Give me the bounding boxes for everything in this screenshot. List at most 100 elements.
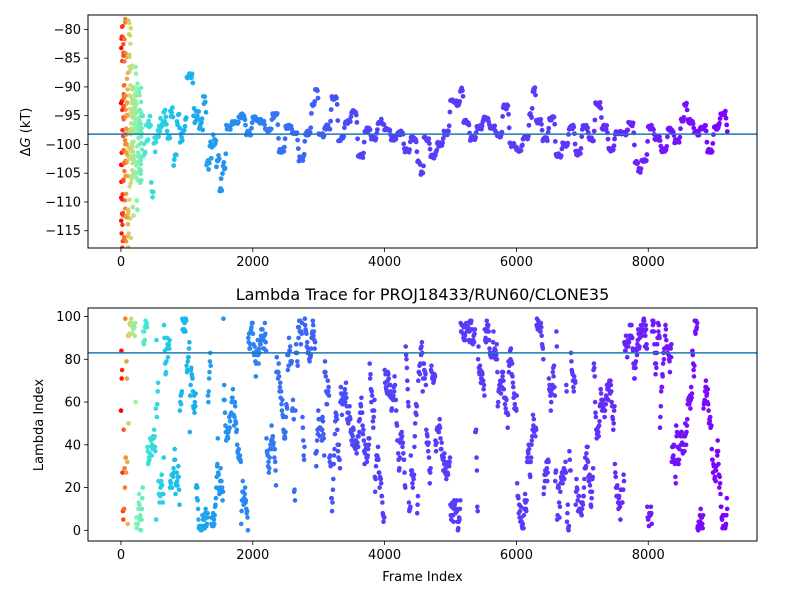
lambda-point [494,357,500,362]
lambda-point [690,348,695,354]
lambda-point [121,517,126,522]
dg-point [120,192,125,197]
lambda-point [645,504,650,510]
lambda-point [190,376,195,381]
dg-point [282,136,288,142]
lambda-point [434,440,439,446]
lambda-point [301,457,307,463]
dg-point [361,150,366,156]
dg-point [150,194,156,200]
lambda-point [602,414,607,420]
lambda-point [329,495,335,501]
lambda-point [334,412,339,418]
dg-point [518,148,524,154]
x-tick-label: 2000 [236,255,269,270]
dg-point [295,146,301,152]
lambda-point [525,455,530,460]
lambda-point [700,521,705,527]
lambda-point [713,468,719,473]
lambda-point [291,416,297,422]
dg-point [249,120,255,126]
lambda-point [325,378,331,384]
lambda-point [486,322,491,328]
lambda-point [397,466,402,471]
dg-point [414,149,420,155]
dg-point [221,160,227,165]
lambda-point [244,508,250,514]
lambda-point [505,412,511,418]
dg-point [334,102,340,107]
lambda-point [526,451,531,456]
lambda-point [386,376,392,381]
lambda-point [119,367,125,373]
lambda-point [185,359,191,364]
dg-point [203,109,209,115]
lambda-point [644,342,649,347]
dg-point [157,128,163,134]
lambda-point [424,427,429,433]
dg-point [126,231,131,236]
lambda-point [176,474,181,480]
dg-point [420,170,426,176]
lambda-point [593,410,598,416]
lambda-point [157,500,162,505]
dg-point [354,120,360,125]
lambda-point [590,474,595,480]
dg-point [130,161,135,166]
lambda-point [141,342,147,347]
lambda-point [691,367,696,373]
lambda-point [490,339,496,345]
dg-point [122,168,127,174]
lambda-point [400,444,405,450]
dg-point [709,149,715,155]
lambda-point [583,463,589,469]
lambda-point [491,329,496,334]
lambda-point [443,466,448,471]
y-tick-label: 100 [56,310,81,325]
lambda-point [414,412,419,418]
lambda-point [140,485,145,490]
lambda-point [678,434,683,439]
dg-point [145,137,151,143]
lambda-point [301,453,307,458]
lambda-point [205,510,210,516]
lambda-point [293,408,298,413]
dg-point [434,147,440,153]
lambda-point [651,329,657,334]
lambda-point [193,391,198,396]
dg-point [196,109,202,114]
lambda-point [552,393,558,398]
dg-point [120,245,125,248]
lambda-point [213,502,218,508]
lambda-point [591,361,597,366]
dg-point [328,107,334,112]
lambda-point [539,333,544,339]
dg-point [625,127,631,133]
lambda-point [262,320,268,326]
lambda-point [392,374,397,379]
dg-point [195,117,201,122]
lambda-point [321,436,327,441]
dg-point [206,160,212,166]
lambda-point [161,322,167,328]
dg-point [632,142,637,148]
dg-point [506,125,512,131]
dg-point [134,87,139,93]
dg-point [591,128,597,134]
lambda-point [475,357,481,362]
dg-point [123,142,128,147]
lambda-point [304,339,310,345]
lambda-point [164,359,169,364]
lambda-point [676,457,682,463]
lambda-point [140,495,145,501]
lambda-point [667,359,672,364]
lambda-point [664,337,669,343]
lambda-point [641,318,647,324]
lambda-point [218,466,223,471]
dg-point [610,147,616,153]
lambda-point [674,434,679,439]
lambda-point [540,346,546,351]
lambda-point [529,434,535,439]
lambda-point [454,498,460,503]
lambda-point [480,378,486,384]
